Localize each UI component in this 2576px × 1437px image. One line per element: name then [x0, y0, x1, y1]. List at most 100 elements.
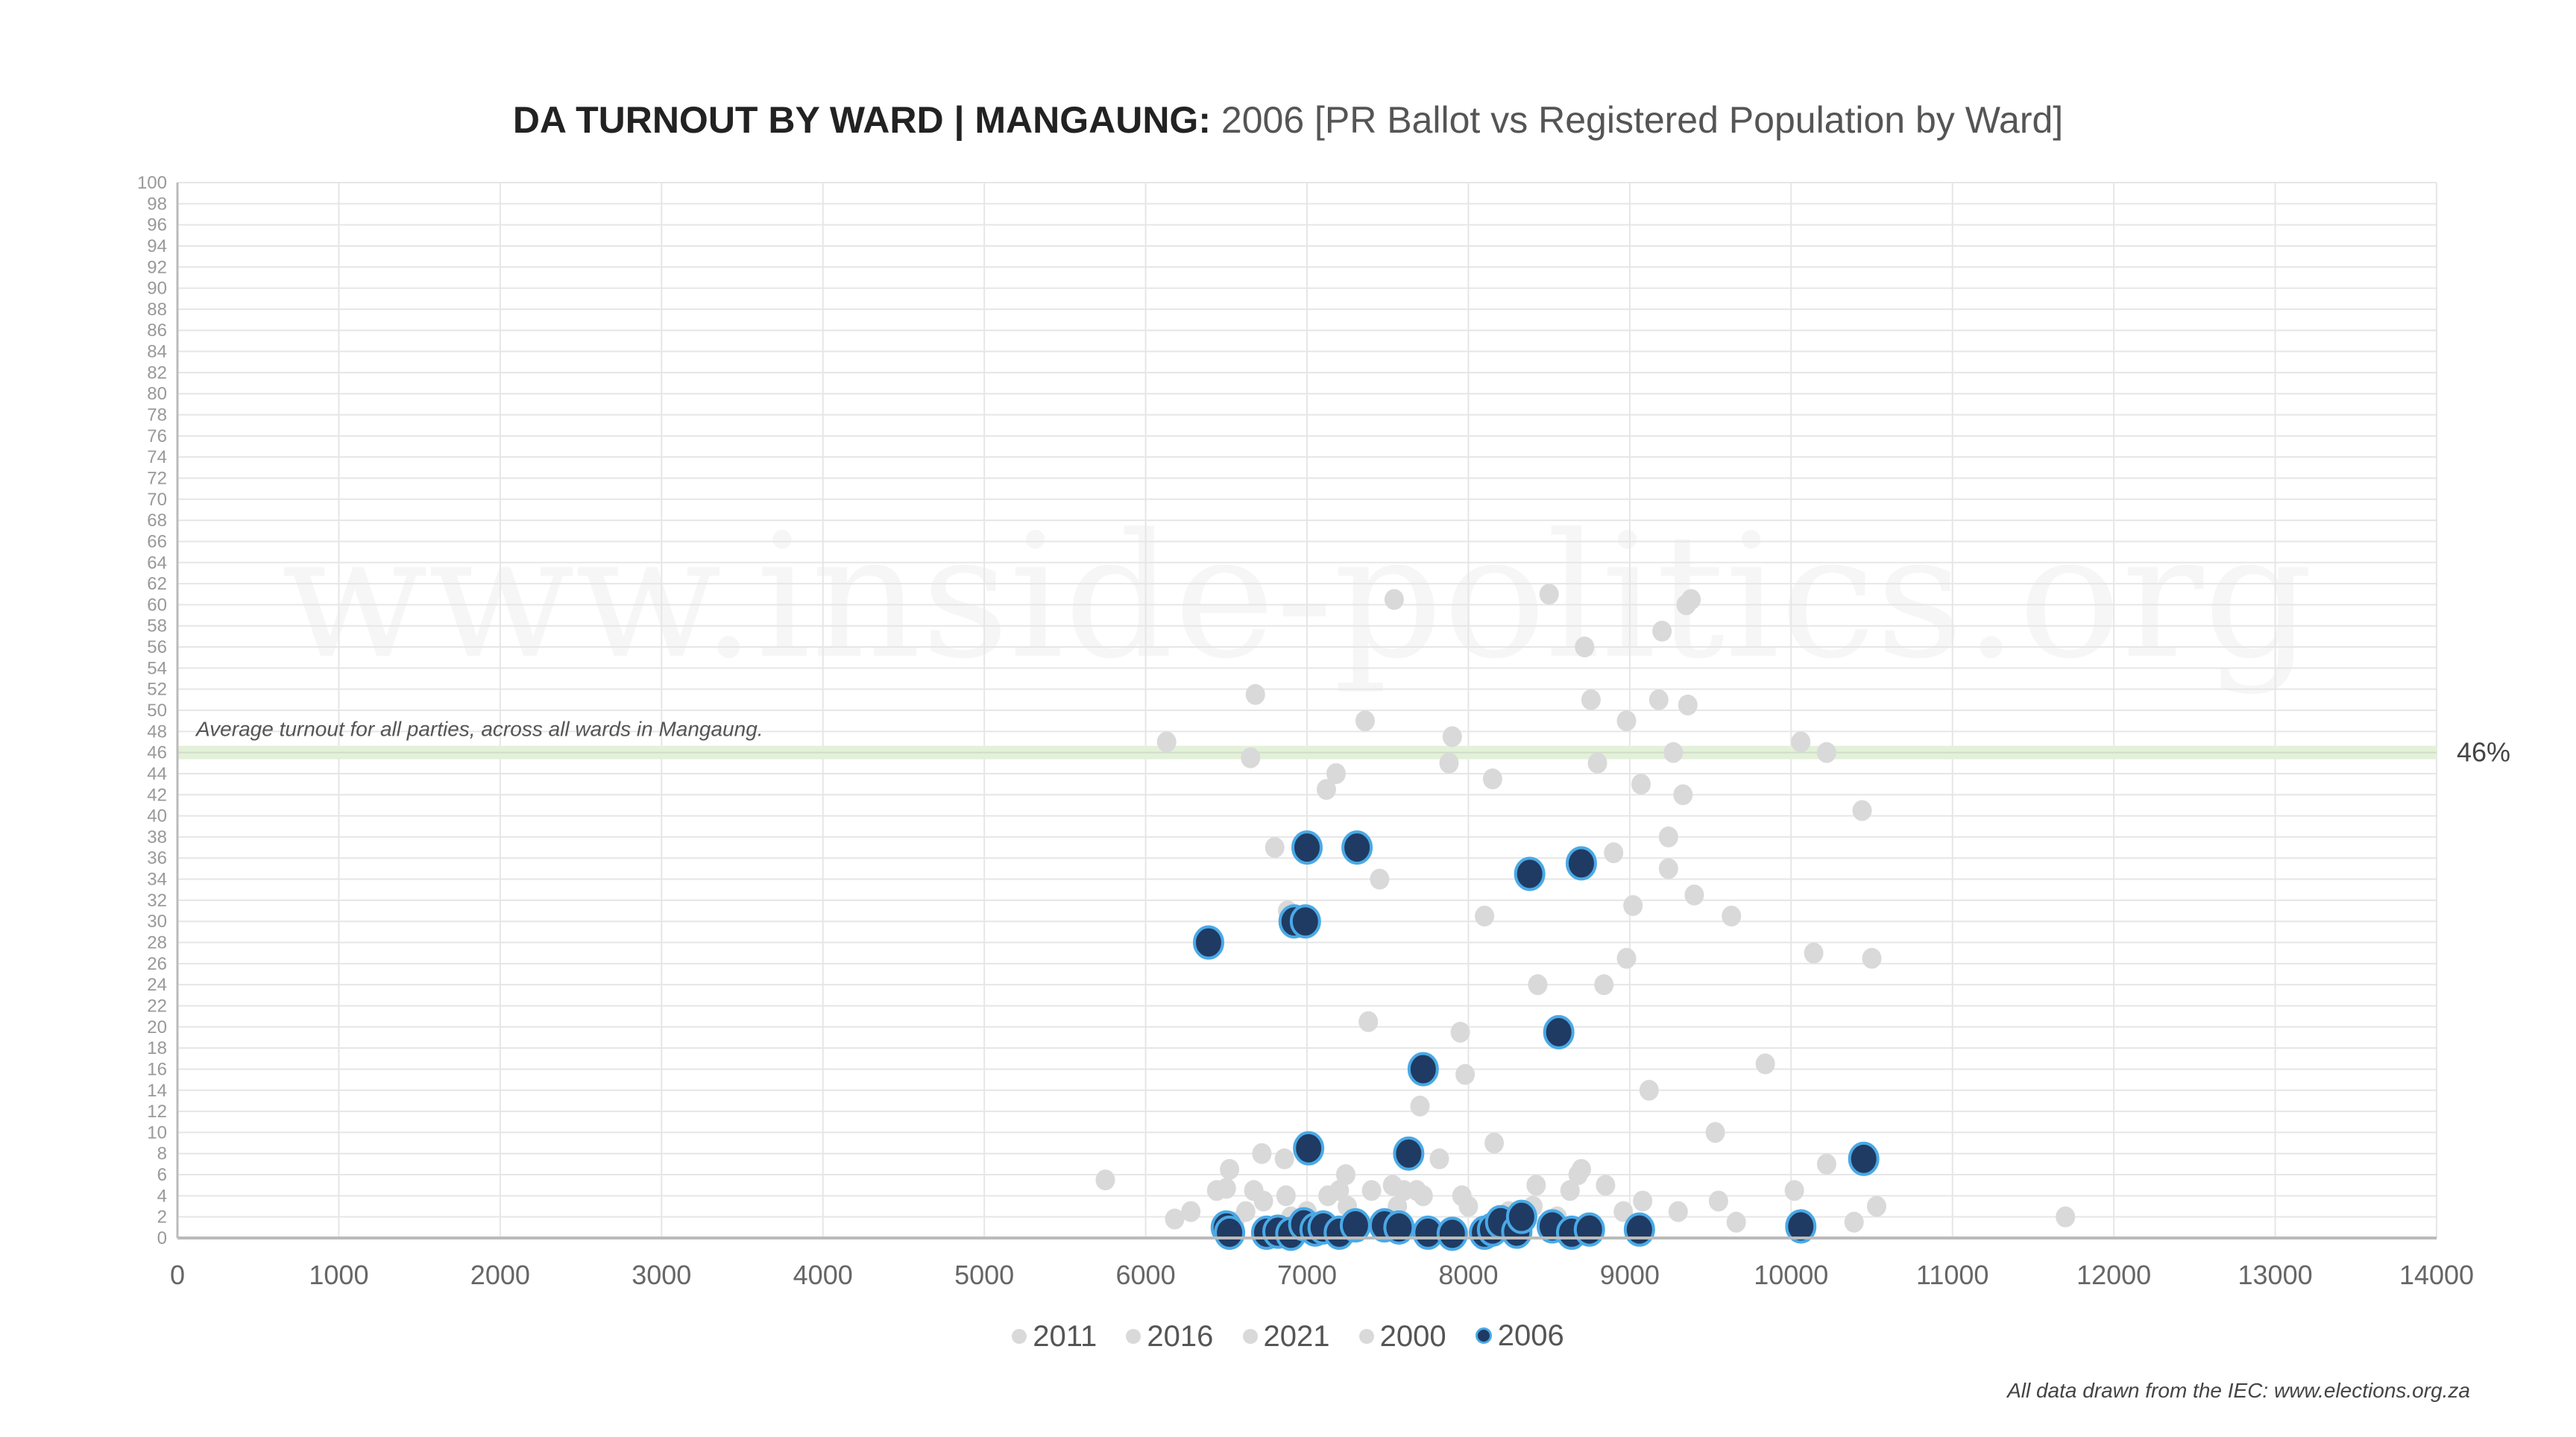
- y-tick-label: 44: [147, 764, 167, 784]
- y-tick-label: 76: [147, 426, 167, 446]
- y-tick-label: 52: [147, 680, 167, 700]
- x-tick-label: 5000: [954, 1260, 1014, 1290]
- y-tick-label: 8: [157, 1144, 167, 1164]
- point-other-year: [1335, 1164, 1355, 1186]
- legend: 2011 2016 2021 2000 2006: [0, 1318, 2576, 1354]
- y-tick-label: 54: [147, 658, 167, 678]
- point-other-year: [1816, 1153, 1836, 1175]
- point-2006: [1393, 1136, 1425, 1171]
- y-tick-label: 72: [147, 468, 167, 488]
- x-tick-label: 12000: [2076, 1260, 2151, 1290]
- point-2006: [1341, 830, 1373, 865]
- y-tick-label: 66: [147, 531, 167, 552]
- x-tick-label: 13000: [2238, 1260, 2313, 1290]
- point-other-year: [1658, 858, 1678, 879]
- x-tick-label: 2000: [470, 1260, 530, 1290]
- point-other-year: [1613, 1201, 1634, 1222]
- legend-marker: [1126, 1329, 1141, 1344]
- y-tick-label: 0: [157, 1228, 167, 1248]
- y-tick-label: 80: [147, 384, 167, 404]
- point-other-year: [1095, 1169, 1115, 1191]
- point-other-year: [1616, 710, 1637, 732]
- y-tick-label: 98: [147, 194, 167, 214]
- y-tick-label: 46: [147, 743, 167, 763]
- point-other-year: [1791, 731, 1811, 753]
- y-tick-label: 26: [147, 954, 167, 974]
- x-tick-label: 3000: [632, 1260, 691, 1290]
- y-tick-label: 94: [147, 236, 167, 256]
- point-other-year: [1755, 1053, 1775, 1075]
- point-other-year: [1844, 1211, 1864, 1233]
- y-tick-label: 92: [147, 257, 167, 277]
- point-2006: [1505, 1199, 1537, 1234]
- point-2006: [1565, 846, 1597, 881]
- x-tick-label: 9000: [1600, 1260, 1660, 1290]
- point-other-year: [1326, 762, 1346, 784]
- point-other-year: [1652, 620, 1672, 642]
- point-other-year: [1678, 694, 1698, 716]
- point-other-year: [1631, 774, 1651, 795]
- point-other-year: [1528, 974, 1548, 996]
- point-other-year: [1384, 589, 1404, 610]
- y-tick-label: 88: [147, 300, 167, 320]
- legend-label: 2021: [1263, 1319, 1330, 1353]
- x-tick-label: 8000: [1438, 1260, 1498, 1290]
- point-other-year: [1668, 1201, 1688, 1222]
- point-other-year: [1410, 1096, 1430, 1117]
- y-tick-label: 2: [157, 1207, 167, 1228]
- point-other-year: [1252, 1143, 1272, 1164]
- point-other-year: [1241, 747, 1261, 768]
- y-tick-label: 40: [147, 806, 167, 827]
- x-tick-label: 11000: [1916, 1260, 1988, 1290]
- legend-item-2016[interactable]: 2016: [1126, 1320, 1213, 1354]
- legend-marker: [1358, 1329, 1374, 1344]
- y-tick-label: 70: [147, 490, 167, 510]
- y-tick-label: 20: [147, 1017, 167, 1038]
- point-2006: [1192, 925, 1224, 960]
- legend-item-2011[interactable]: 2011: [1012, 1320, 1097, 1354]
- point-2006: [1214, 1215, 1246, 1250]
- y-tick-label: 50: [147, 701, 167, 721]
- y-tick-label: 60: [147, 595, 167, 615]
- point-other-year: [1722, 906, 1742, 927]
- legend-item-2006[interactable]: 2006: [1475, 1319, 1564, 1353]
- point-other-year: [1361, 1180, 1382, 1201]
- y-tick-label: 12: [147, 1102, 167, 1122]
- point-other-year: [1439, 752, 1459, 774]
- point-other-year: [1560, 1180, 1580, 1201]
- legend-label: 2016: [1147, 1319, 1214, 1353]
- point-other-year: [1623, 894, 1643, 916]
- y-tick-label: 42: [147, 785, 167, 805]
- point-other-year: [1571, 1158, 1591, 1180]
- x-tick-label: 7000: [1277, 1260, 1337, 1290]
- average-annotation: Average turnout for all parties, across …: [195, 718, 763, 741]
- point-other-year: [1235, 1201, 1256, 1222]
- point-other-year: [1245, 683, 1265, 705]
- point-other-year: [1681, 589, 1701, 610]
- point-other-year: [1587, 752, 1607, 774]
- point-other-year: [1616, 947, 1637, 969]
- y-tick-label: 56: [147, 637, 167, 657]
- point-2006: [1785, 1209, 1817, 1244]
- point-other-year: [1442, 726, 1462, 748]
- y-tick-label: 22: [147, 996, 167, 1016]
- point-other-year: [1355, 710, 1375, 732]
- point-other-year: [1358, 1011, 1379, 1032]
- y-tick-label: 36: [147, 848, 167, 868]
- x-tick-label: 4000: [793, 1260, 853, 1290]
- source-footnote: All data drawn from the IEC: www.electio…: [2007, 1379, 2470, 1402]
- x-tick-label: 14000: [2399, 1260, 2474, 1290]
- legend-item-2000[interactable]: 2000: [1358, 1320, 1446, 1354]
- legend-item-2021[interactable]: 2021: [1242, 1319, 1330, 1354]
- point-other-year: [1253, 1190, 1273, 1212]
- x-tick-label: 10000: [1754, 1260, 1828, 1290]
- point-other-year: [1265, 837, 1285, 859]
- y-tick-label: 34: [147, 870, 167, 890]
- point-other-year: [1862, 947, 1882, 969]
- point-other-year: [1633, 1190, 1653, 1212]
- legend-marker: [1242, 1329, 1258, 1344]
- y-tick-label: 100: [137, 173, 167, 193]
- point-other-year: [1370, 868, 1390, 890]
- point-other-year: [1181, 1201, 1201, 1222]
- point-other-year: [1526, 1175, 1546, 1196]
